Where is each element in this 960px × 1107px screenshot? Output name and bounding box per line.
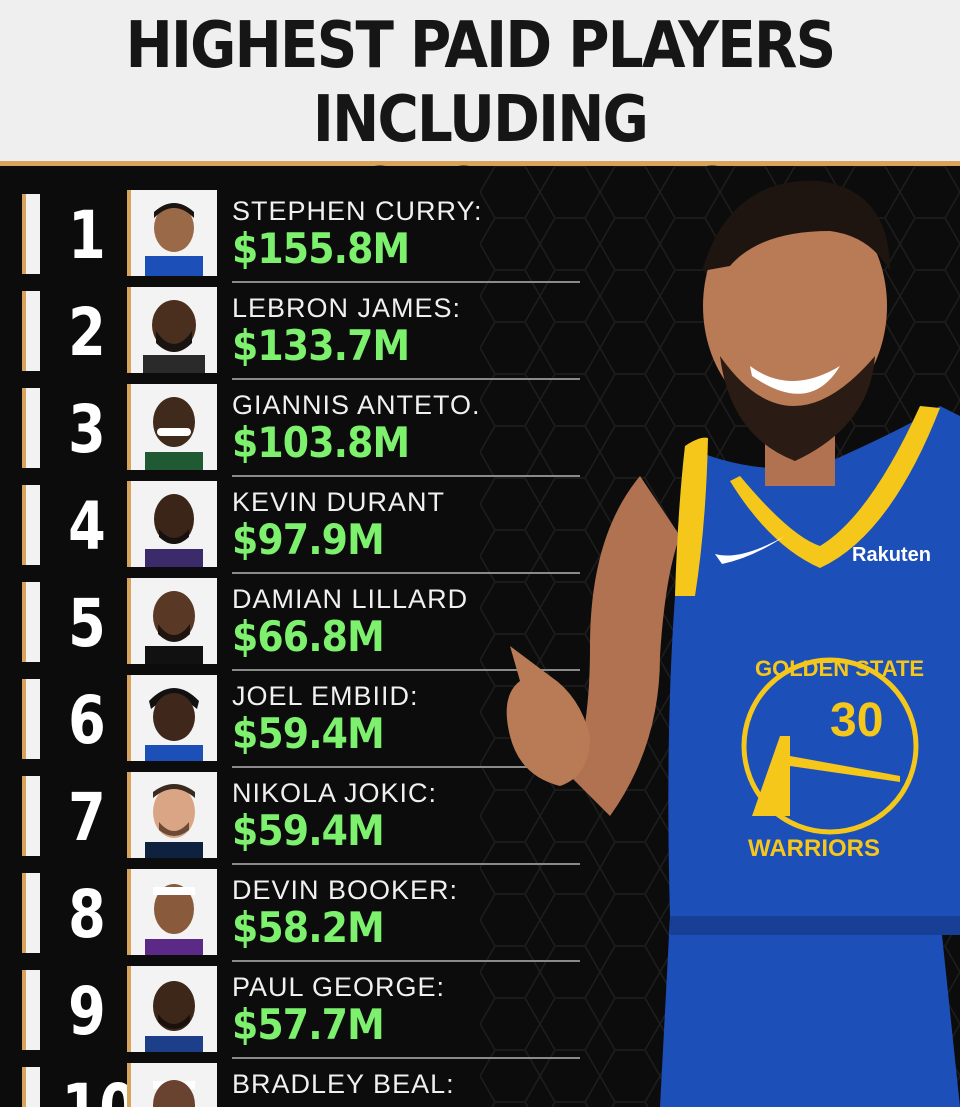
player-name: JOEL EMBIID:: [232, 681, 419, 711]
rank-number: 1: [68, 197, 106, 274]
player-earnings: $155.8M: [232, 224, 410, 273]
player-photo: [127, 772, 217, 858]
rank-number: 10: [62, 1067, 137, 1107]
player-row: 2 LEBRON JAMES: $133.7M: [0, 283, 580, 380]
player-row: 7 NIKOLA JOKIC: $59.4M: [0, 768, 580, 865]
rank-number: 8: [68, 876, 106, 953]
player-name: STEPHEN CURRY:: [232, 196, 483, 226]
player-earnings: $103.8M: [232, 418, 410, 467]
player-photo: [127, 190, 217, 276]
rank-number: 7: [68, 779, 106, 856]
player-earnings: $66.8M: [232, 612, 385, 661]
divider: [232, 378, 580, 380]
divider: [232, 281, 580, 283]
player-name: NIKOLA JOKIC:: [232, 778, 438, 808]
rank-number: 4: [68, 488, 106, 565]
player-photo: [127, 869, 217, 955]
rank-number: 6: [68, 682, 106, 759]
player-earnings: $57.7M: [232, 1000, 385, 1049]
player-name: LEBRON JAMES:: [232, 293, 462, 323]
divider: [232, 1057, 580, 1059]
rank-bar: [22, 485, 40, 565]
jersey-team: GOLDEN STATE: [755, 656, 924, 681]
player-name: GIANNIS ANTETO.: [232, 390, 481, 420]
rank-bar: [22, 776, 40, 856]
divider: [232, 863, 580, 865]
player-earnings: $58.2M: [232, 903, 385, 952]
rank-bar: [22, 291, 40, 371]
divider: [232, 766, 580, 768]
ranking-board: 1 STEPHEN CURRY: $155.8M 2 LEBRON JAMES:…: [0, 166, 960, 1107]
rank-bar: [22, 970, 40, 1050]
player-earnings: $97.9M: [232, 515, 385, 564]
title-line-1: HIGHEST PAID PLAYERS: [125, 9, 837, 83]
player-row: 6 JOEL EMBIID: $59.4M: [0, 671, 580, 768]
rank-bar: [22, 582, 40, 662]
rank-number: 9: [68, 973, 106, 1050]
player-earnings: $59.4M: [232, 709, 385, 758]
player-earnings: $59.4M: [232, 806, 385, 855]
player-photo: [127, 578, 217, 664]
rank-number: 3: [68, 391, 106, 468]
header: HIGHEST PAID PLAYERS INCLUDING ENDORSEME…: [0, 0, 960, 228]
player-row: 5 DAMIAN LILLARD $66.8M: [0, 574, 580, 671]
player-row: 4 KEVIN DURANT $97.9M: [0, 477, 580, 574]
player-row: 3 GIANNIS ANTETO. $103.8M: [0, 380, 580, 477]
jersey-brand: Rakuten: [852, 544, 931, 566]
rank-bar: [22, 194, 40, 274]
player-name: KEVIN DURANT: [232, 487, 446, 517]
jersey-name: WARRIORS: [748, 835, 880, 862]
player-name: PAUL GEORGE:: [232, 972, 446, 1002]
rank-bar: [22, 679, 40, 759]
jersey-number: 30: [830, 694, 883, 747]
rank-bar: [22, 1067, 40, 1107]
featured-player-image: Rakuten 16 GOLDEN STATE 30 WARRIORS: [506, 180, 960, 1107]
player-photo: [127, 384, 217, 470]
divider: [232, 572, 580, 574]
player-name: BRADLEY BEAL:: [232, 1069, 455, 1099]
player-row: 9 PAUL GEORGE: $57.7M: [0, 962, 580, 1059]
player-row: 8 DEVIN BOOKER: $58.2M: [0, 865, 580, 962]
rank-number: 2: [68, 294, 106, 371]
shoulder-number: 16: [912, 487, 924, 499]
player-photo: [127, 481, 217, 567]
rank-bar: [22, 873, 40, 953]
player-photo: [127, 1063, 217, 1107]
player-photo: [127, 287, 217, 373]
player-row: 1 STEPHEN CURRY: $155.8M: [0, 186, 580, 283]
rank-number: 5: [68, 585, 106, 662]
player-earnings: $133.7M: [232, 321, 410, 370]
rank-bar: [22, 388, 40, 468]
player-photo: [127, 675, 217, 761]
divider: [232, 669, 580, 671]
divider: [232, 960, 580, 962]
player-photo: [127, 966, 217, 1052]
player-row: 10 BRADLEY BEAL:: [0, 1059, 580, 1107]
player-name: DAMIAN LILLARD: [232, 584, 469, 614]
player-name: DEVIN BOOKER:: [232, 875, 459, 905]
divider: [232, 475, 580, 477]
